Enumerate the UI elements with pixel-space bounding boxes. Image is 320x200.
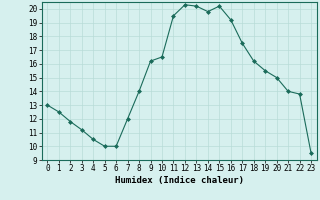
X-axis label: Humidex (Indice chaleur): Humidex (Indice chaleur) (115, 176, 244, 185)
